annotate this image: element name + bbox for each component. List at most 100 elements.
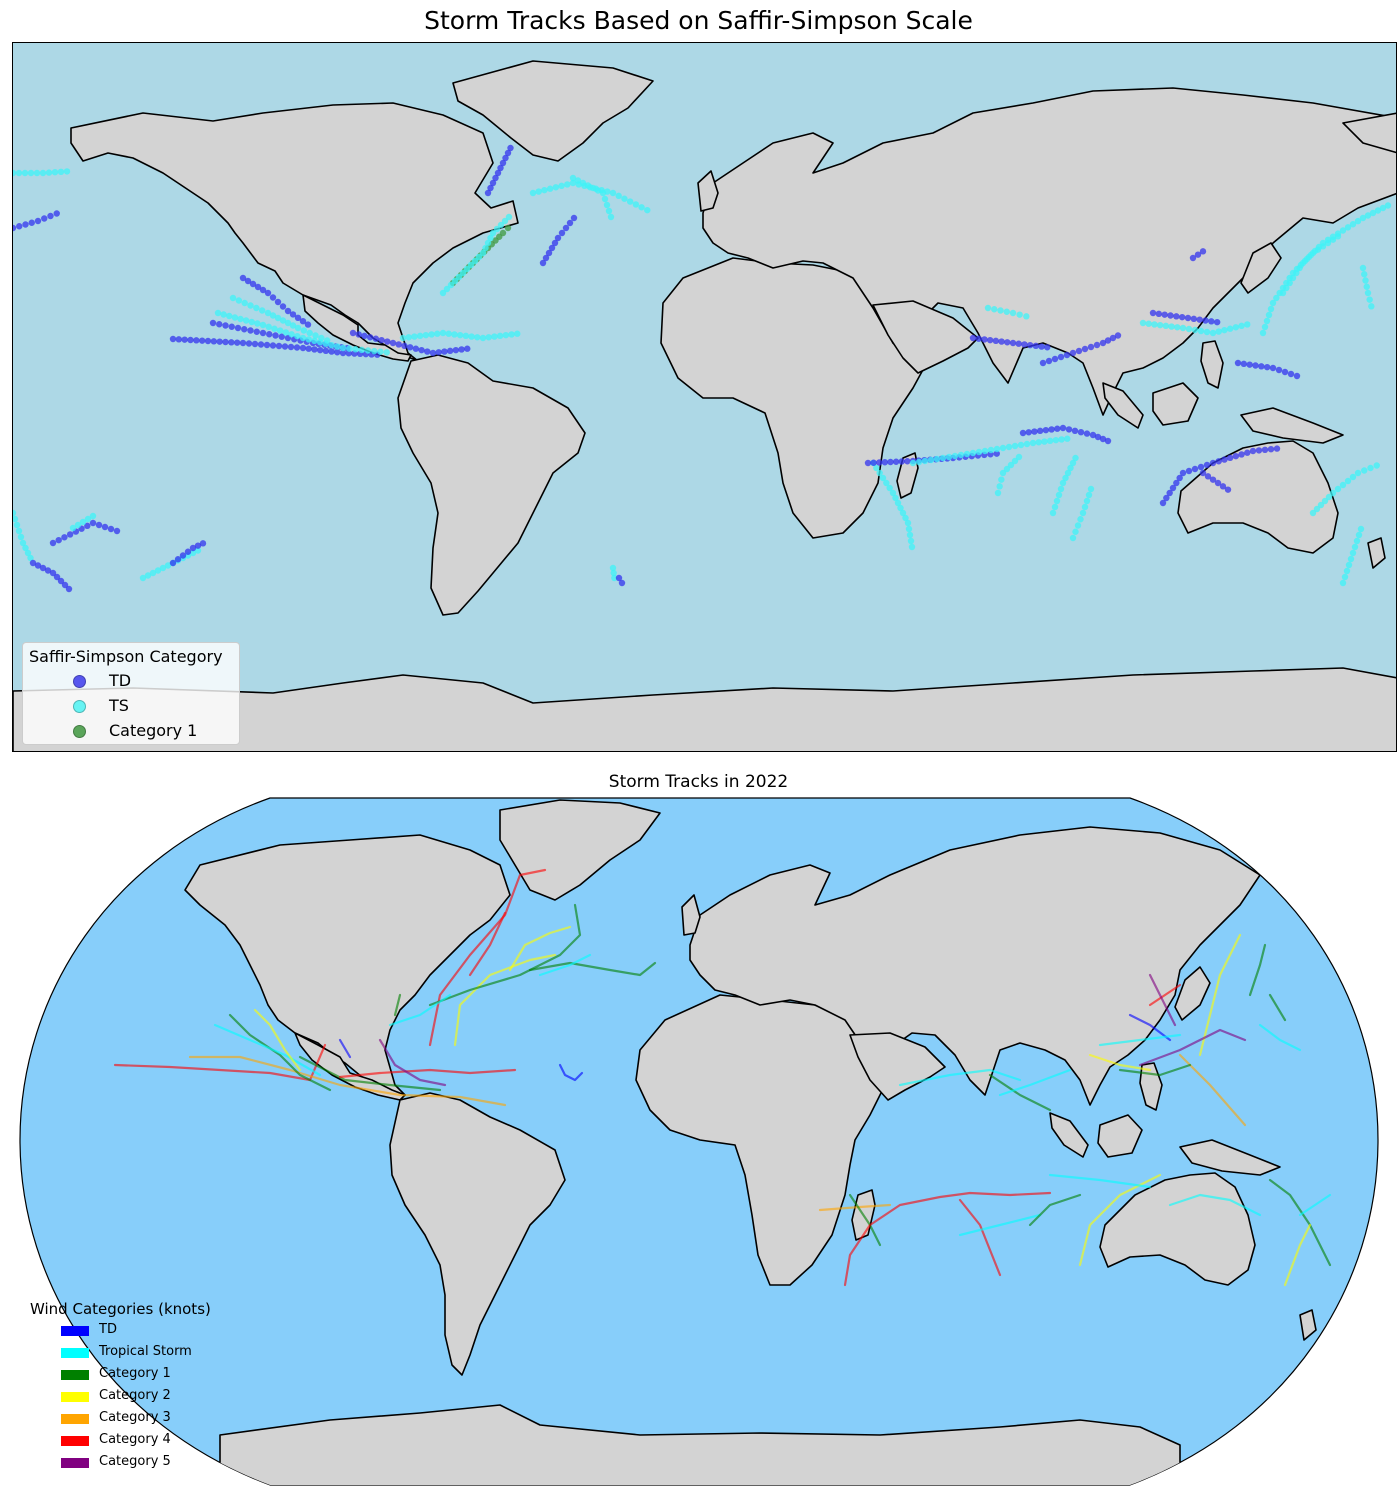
map2-title: Storm Tracks in 2022 xyxy=(608,772,789,792)
storm-point xyxy=(497,221,505,229)
storm-point xyxy=(994,489,1002,497)
storm-point xyxy=(1244,321,1251,328)
storm-point xyxy=(1089,431,1097,439)
storm-point xyxy=(1209,476,1217,483)
storm-point xyxy=(1339,481,1347,489)
storm-point xyxy=(194,547,202,554)
storm-track xyxy=(1298,1193,1332,1217)
storm-point xyxy=(1083,497,1091,505)
storm-point xyxy=(13,509,17,517)
map1-legend-title: Saffir-Simpson Category xyxy=(29,647,223,666)
storm-point xyxy=(499,159,507,167)
storm-point xyxy=(429,349,437,357)
storm-track xyxy=(988,1073,1052,1112)
storm-point xyxy=(1077,516,1084,523)
storm-point xyxy=(1173,479,1180,487)
storm-point xyxy=(1077,429,1085,436)
map2-legend-swatch-td xyxy=(61,1326,89,1336)
storm-point xyxy=(304,321,312,328)
storm-point xyxy=(1364,212,1372,219)
storm-point xyxy=(328,348,335,355)
map2-svg xyxy=(19,797,1379,1486)
storm-track xyxy=(998,1068,1072,1097)
storm-point xyxy=(39,564,47,572)
storm-point xyxy=(1189,254,1197,262)
storm-point xyxy=(1289,274,1297,282)
storm-point xyxy=(179,552,187,559)
storm-point xyxy=(615,574,623,582)
storm-point xyxy=(1232,452,1240,460)
storm-point xyxy=(1232,324,1240,331)
storm-track xyxy=(213,1023,322,1077)
storm-point xyxy=(1341,573,1349,581)
storm-point xyxy=(1026,341,1034,349)
storm-point xyxy=(1354,217,1362,225)
storm-point xyxy=(247,302,254,309)
storm-point xyxy=(231,314,239,321)
storm-point xyxy=(1069,534,1077,542)
storm-point xyxy=(551,239,559,247)
storm-point xyxy=(998,338,1005,345)
storm-point xyxy=(1087,485,1095,493)
storm-point xyxy=(1215,458,1222,465)
storm-point xyxy=(1072,528,1079,535)
storm-point xyxy=(89,512,97,520)
storm-point xyxy=(1226,454,1234,462)
storm-point xyxy=(564,181,571,188)
storm-point xyxy=(489,229,497,237)
map2-legend-label-cat1: Category 1 xyxy=(99,1366,171,1381)
storm-point xyxy=(605,207,613,215)
storm-point xyxy=(289,311,297,318)
storm-point xyxy=(886,484,893,492)
storm-point xyxy=(870,459,877,466)
storm-point xyxy=(279,317,287,324)
storm-point xyxy=(1359,264,1367,272)
storm-point xyxy=(1359,214,1367,222)
storm-track xyxy=(1148,983,1182,1007)
storm-point xyxy=(1072,454,1079,462)
storm-point xyxy=(281,343,289,350)
storm-point xyxy=(892,458,900,465)
storm-point xyxy=(1156,321,1164,329)
storm-point xyxy=(1104,437,1112,445)
storm-point xyxy=(265,323,272,331)
storm-point xyxy=(399,334,407,342)
storm-point xyxy=(1255,447,1263,454)
storm-track xyxy=(958,1198,1002,1277)
map2-legend-label-cat5: Category 5 xyxy=(99,1454,171,1469)
storm-point xyxy=(34,217,42,225)
storm-point xyxy=(493,225,501,233)
storm-point xyxy=(905,525,913,533)
storm-point xyxy=(264,289,272,297)
storm-point xyxy=(19,539,27,547)
storm-point xyxy=(257,341,265,348)
land-philippines xyxy=(1200,340,1224,389)
storm-point xyxy=(1173,313,1180,320)
storm-point xyxy=(984,304,992,312)
storm-point xyxy=(584,182,592,189)
storm-point xyxy=(621,195,628,202)
storm-point xyxy=(1273,294,1280,302)
storm-point xyxy=(502,331,510,339)
land-australia xyxy=(1177,440,1339,554)
storm-point xyxy=(566,219,574,227)
storm-point xyxy=(1191,326,1199,334)
storm-point xyxy=(1214,479,1222,487)
storm-point xyxy=(1263,363,1271,371)
storm-point xyxy=(876,459,883,466)
storm-point xyxy=(101,523,109,531)
map2-legend-swatch-cat4 xyxy=(61,1436,89,1446)
storm-point xyxy=(74,521,82,529)
storm-point xyxy=(463,265,471,273)
storm-point xyxy=(915,458,923,466)
storm-point xyxy=(487,234,494,242)
storm-point xyxy=(1364,289,1372,297)
map1-legend-label-ts: TS xyxy=(109,696,129,715)
storm-point xyxy=(174,556,182,563)
land2-greenland xyxy=(499,799,661,901)
storm-point xyxy=(455,273,463,281)
storm-point xyxy=(1194,251,1202,258)
storm-point xyxy=(416,332,424,340)
storm-point xyxy=(339,349,347,357)
storm-point xyxy=(491,333,498,340)
